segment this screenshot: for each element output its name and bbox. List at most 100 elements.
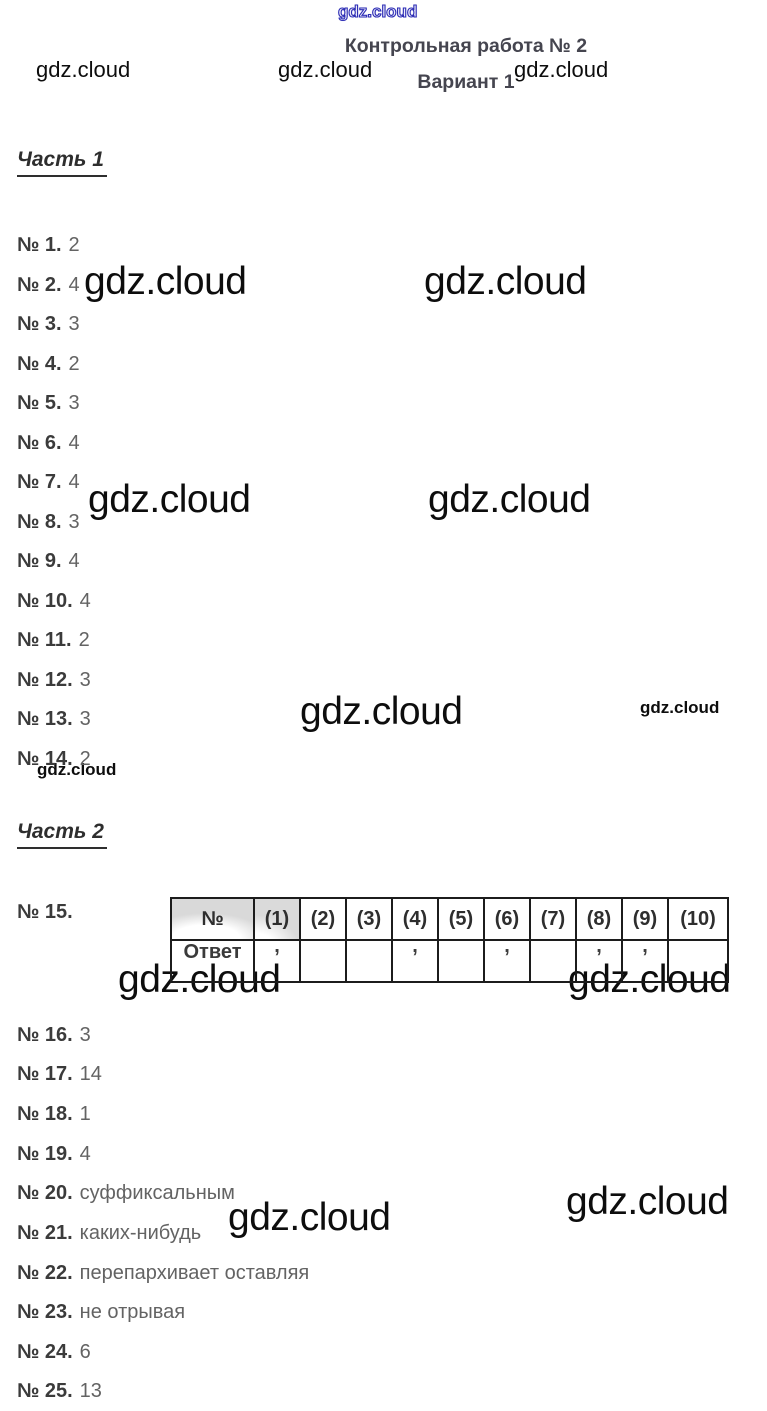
answer-line: № 2. 4 bbox=[17, 274, 80, 296]
answer-number: № 3. bbox=[17, 313, 62, 335]
answer-line-q15: № 15. bbox=[17, 901, 73, 923]
col-header: (6) bbox=[483, 897, 531, 941]
col-header: (2) bbox=[299, 897, 347, 941]
answer-number: № 6. bbox=[17, 432, 62, 454]
answer-line: № 16. 3 bbox=[17, 1024, 91, 1046]
q15-answer-table: № (1) (2) (3) (4) (5) (6) (7) (8) (9) (1… bbox=[170, 897, 729, 983]
answer-value: каких-нибудь bbox=[79, 1222, 202, 1244]
answer-number: № 15. bbox=[17, 901, 73, 923]
answer-number: № 5. bbox=[17, 392, 62, 414]
answer-value: 3 bbox=[68, 392, 80, 414]
answer-value: 4 bbox=[79, 590, 91, 612]
answer-number: № 4. bbox=[17, 353, 62, 375]
col-header: (10) bbox=[667, 897, 729, 941]
answer-number: № 17. bbox=[17, 1063, 73, 1085]
page-title: Контрольная работа № 2 bbox=[344, 35, 588, 57]
watermark-gdz: gdz.cloud bbox=[640, 698, 720, 717]
table-answer-row: Ответ , , , , , bbox=[170, 936, 729, 983]
col-header: (1) bbox=[253, 897, 301, 941]
answer-value: не отрывая bbox=[79, 1301, 186, 1323]
answer-number: № 11. bbox=[17, 629, 72, 651]
answer-number: № 2. bbox=[17, 274, 62, 296]
answer-line: № 8. 3 bbox=[17, 511, 80, 533]
answer-number: № 21. bbox=[17, 1222, 73, 1244]
answer-line: № 6. 4 bbox=[17, 432, 80, 454]
answer-number: № 23. bbox=[17, 1301, 73, 1323]
watermark-gdz-blue: gdz.cloud bbox=[337, 2, 418, 21]
col-header: (4) bbox=[391, 897, 439, 941]
table-header-row: № (1) (2) (3) (4) (5) (6) (7) (8) (9) (1… bbox=[170, 897, 729, 941]
watermark-gdz: gdz.cloud bbox=[88, 478, 251, 521]
answer-number: № 16. bbox=[17, 1024, 73, 1046]
answer-number: № 24. bbox=[17, 1341, 73, 1363]
col-header: (3) bbox=[345, 897, 393, 941]
answer-cell: , bbox=[253, 936, 301, 983]
variant-subtitle: Вариант 1 bbox=[417, 71, 515, 93]
answer-number: № 7. bbox=[17, 471, 62, 493]
answer-cell bbox=[529, 939, 577, 983]
watermark-gdz: gdz.cloud bbox=[37, 760, 117, 779]
answer-value: 4 bbox=[68, 471, 80, 493]
answer-number: № 8. bbox=[17, 511, 62, 533]
answer-number: № 9. bbox=[17, 550, 62, 572]
answer-number: № 25. bbox=[17, 1380, 73, 1402]
answer-line: № 18. 1 bbox=[17, 1103, 91, 1125]
answer-line: № 9. 4 bbox=[17, 550, 80, 572]
answer-cell: , bbox=[621, 936, 669, 983]
answer-value: 4 bbox=[68, 274, 80, 296]
answer-number: № 1. bbox=[17, 234, 62, 256]
answer-line: № 25. 13 bbox=[17, 1380, 102, 1402]
answer-number: № 10. bbox=[17, 590, 73, 612]
answer-value: 2 bbox=[78, 629, 90, 651]
answer-cell bbox=[299, 939, 347, 983]
answer-value: 13 bbox=[79, 1380, 102, 1402]
answer-line: № 14. 2 bbox=[17, 748, 91, 770]
answer-line: № 22. перепархивает оставляя bbox=[17, 1262, 309, 1284]
answer-number: № 14. bbox=[17, 748, 73, 770]
watermark-gdz: gdz.cloud bbox=[300, 690, 463, 733]
watermark-gdz: gdz.cloud bbox=[36, 57, 131, 82]
answer-number: № 20. bbox=[17, 1182, 73, 1204]
watermark-gdz: gdz.cloud bbox=[228, 1196, 391, 1239]
answer-line: № 20. суффиксальным bbox=[17, 1182, 235, 1204]
answer-value: 3 bbox=[68, 313, 80, 335]
answer-value: 2 bbox=[79, 748, 91, 770]
answer-line: № 11. 2 bbox=[17, 629, 90, 651]
answer-cell: , bbox=[575, 936, 623, 983]
answer-cell: , bbox=[483, 936, 531, 983]
answer-value: 6 bbox=[79, 1341, 91, 1363]
answer-line: № 13. 3 bbox=[17, 708, 91, 730]
answer-value: 1 bbox=[79, 1103, 91, 1125]
answer-line: № 23. не отрывая bbox=[17, 1301, 185, 1323]
answer-line: № 19. 4 bbox=[17, 1143, 91, 1165]
watermark-gdz: gdz.cloud bbox=[428, 478, 591, 521]
answer-value: 4 bbox=[68, 432, 80, 454]
answer-value: 2 bbox=[68, 353, 80, 375]
col-header-num: № bbox=[170, 897, 255, 941]
answer-value: 3 bbox=[79, 1024, 91, 1046]
col-header: (9) bbox=[621, 897, 669, 941]
answer-value: 3 bbox=[68, 511, 80, 533]
col-header: (7) bbox=[529, 897, 577, 941]
col-header: (5) bbox=[437, 897, 485, 941]
answer-value: 14 bbox=[79, 1063, 102, 1085]
part2-heading: Часть 2 bbox=[17, 820, 107, 849]
answer-line: № 7. 4 bbox=[17, 471, 80, 493]
answer-number: № 19. bbox=[17, 1143, 73, 1165]
answer-value: 2 bbox=[68, 234, 80, 256]
answer-line: № 5. 3 bbox=[17, 392, 80, 414]
answer-line: № 3. 3 bbox=[17, 313, 80, 335]
watermark-gdz: gdz.cloud bbox=[278, 57, 373, 82]
answer-value: перепархивает оставляя bbox=[79, 1262, 310, 1284]
answer-cell bbox=[667, 939, 729, 983]
part1-heading: Часть 1 bbox=[17, 148, 107, 177]
answer-line: № 24. 6 bbox=[17, 1341, 91, 1363]
answer-line: № 21. каких-нибудь bbox=[17, 1222, 201, 1244]
watermark-gdz: gdz.cloud bbox=[566, 1180, 729, 1223]
answer-number: № 18. bbox=[17, 1103, 73, 1125]
row-label: Ответ bbox=[170, 939, 255, 983]
answer-cell: , bbox=[391, 936, 439, 983]
answer-line: № 1. 2 bbox=[17, 234, 80, 256]
answer-number: № 12. bbox=[17, 669, 73, 691]
